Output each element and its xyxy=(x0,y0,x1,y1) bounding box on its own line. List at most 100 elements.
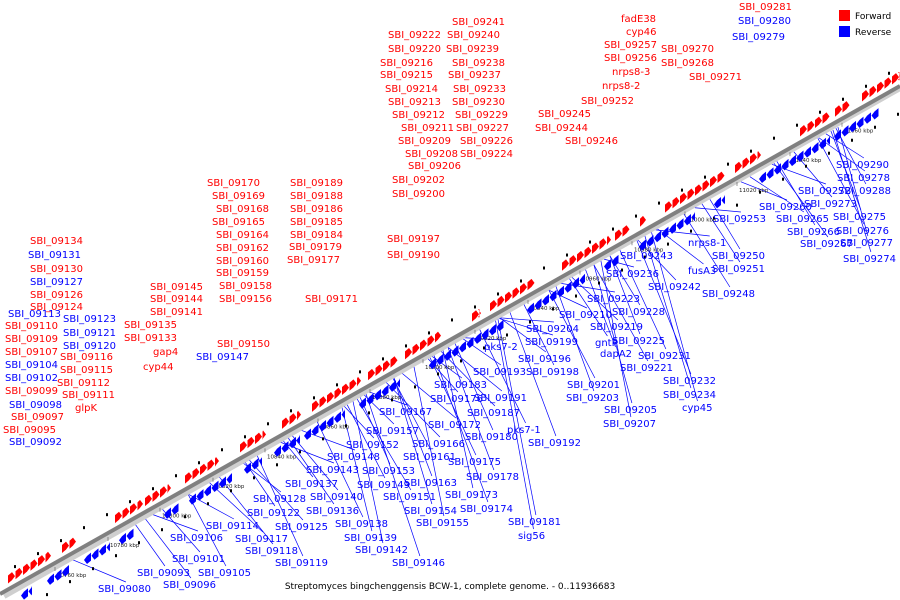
forward-gene-label: SBI_09145 xyxy=(150,282,203,293)
reverse-leader-line xyxy=(609,255,641,335)
forward-gene-arrow xyxy=(115,511,122,524)
reverse-leader-line xyxy=(548,290,596,379)
forward-gene-label: SBI_09165 xyxy=(212,217,265,228)
forward-gene-label: SBI_09227 xyxy=(456,123,509,134)
small-feature-mark xyxy=(345,424,347,428)
forward-gene-arrow xyxy=(862,90,869,102)
forward-gene-label: SBI_09214 xyxy=(385,84,438,95)
reverse-gene-label: SBI_09221 xyxy=(620,363,673,374)
small-feature-mark xyxy=(253,476,255,480)
forward-gene-label: SBI_09116 xyxy=(60,352,113,363)
reverse-gene-label: SBI_09155 xyxy=(416,518,469,529)
reverse-gene-arrow xyxy=(119,532,126,545)
forward-gene-arrow xyxy=(435,331,441,343)
forward-gene-arrow xyxy=(215,456,219,467)
forward-gene-label: SBI_09158 xyxy=(219,281,272,292)
reverse-leader-line xyxy=(71,559,127,583)
forward-gene-label: SBI_09171 xyxy=(305,294,358,305)
forward-gene-arrow xyxy=(255,432,262,445)
reverse-gene-arrow xyxy=(99,544,106,556)
reverse-gene-arrow xyxy=(296,434,300,445)
reverse-gene-arrow xyxy=(759,171,766,184)
reverse-leader-line xyxy=(817,138,865,225)
forward-gene-arrow xyxy=(349,379,357,391)
reverse-gene-arrow xyxy=(841,125,849,137)
forward-gene-label: SBI_09224 xyxy=(460,149,513,160)
reverse-gene-label: SBI_09149 xyxy=(357,480,410,491)
reverse-leader-line xyxy=(694,207,741,213)
forward-gene-label: SBI_09256 xyxy=(604,53,657,64)
scale-tick-label: 10900 kbp xyxy=(425,365,455,371)
small-feature-mark xyxy=(69,580,71,584)
genome-axis xyxy=(0,84,900,596)
reverse-gene-arrow xyxy=(219,476,226,488)
forward-gene-label: SBI_09230 xyxy=(452,97,505,108)
reverse-gene-label: SBI_09140 xyxy=(310,492,363,503)
reverse-gene-label: SBI_09228 xyxy=(612,307,665,318)
reverse-leader-line xyxy=(144,517,192,579)
forward-gene-arrow xyxy=(30,559,38,571)
forward-gene-arrow xyxy=(412,343,420,356)
reverse-leader-line xyxy=(401,372,457,419)
small-feature-mark xyxy=(506,333,508,337)
reverse-leader-line xyxy=(279,441,335,464)
small-feature-mark xyxy=(644,255,646,259)
reverse-gene-arrow xyxy=(834,129,841,141)
reverse-gene-arrow xyxy=(451,345,459,357)
forward-gene-label: SBI_09109 xyxy=(5,334,58,345)
forward-gene-arrow xyxy=(577,250,584,263)
reverse-gene-arrow xyxy=(28,585,32,596)
reverse-leader-line xyxy=(651,232,698,402)
legend-forward-swatch xyxy=(839,10,850,21)
forward-gene-label: SBI_09186 xyxy=(290,204,343,215)
forward-gene-arrow xyxy=(122,507,130,519)
small-feature-mark xyxy=(152,487,154,491)
reverse-gene-arrow xyxy=(721,194,725,205)
reverse-leader-line xyxy=(352,400,384,544)
forward-gene-label: SBI_09244 xyxy=(535,123,588,134)
forward-gene-label: glpK xyxy=(75,403,97,414)
forward-gene-arrow xyxy=(282,417,289,429)
reverse-gene-label: SBI_09163 xyxy=(404,478,457,489)
reverse-gene-label: SBI_09279 xyxy=(732,32,785,43)
reverse-gene-label: SBI_09128 xyxy=(253,494,306,505)
small-feature-mark xyxy=(851,138,853,142)
small-feature-mark xyxy=(865,84,867,88)
forward-gene-label: SBI_09189 xyxy=(290,178,343,189)
forward-gene-arrow xyxy=(192,467,200,480)
gene-features xyxy=(8,71,900,600)
small-feature-mark xyxy=(828,151,830,155)
reverse-gene-arrow xyxy=(334,411,341,423)
reverse-gene-arrow xyxy=(527,302,534,314)
reverse-gene-arrow xyxy=(259,456,262,466)
reverse-leader-line xyxy=(773,162,829,238)
forward-gene-label: SBI_09095 xyxy=(3,425,56,436)
reverse-leader-line xyxy=(571,276,619,321)
reverse-leader-line xyxy=(218,476,274,545)
reverse-leader-line xyxy=(442,349,474,489)
small-feature-mark xyxy=(14,565,16,569)
small-feature-mark xyxy=(658,201,660,205)
reverse-gene-arrow xyxy=(251,458,259,470)
reverse-gene-label: SBI_09273 xyxy=(804,199,857,210)
forward-gene-label: SBI_09200 xyxy=(392,189,445,200)
forward-gene-arrow xyxy=(472,310,479,322)
forward-gene-label: SBI_09130 xyxy=(30,264,83,275)
legend-reverse-label: Reverse xyxy=(855,28,892,38)
reverse-gene-arrow xyxy=(341,409,345,419)
small-feature-mark xyxy=(359,370,361,374)
reverse-leader-line xyxy=(636,240,692,375)
reverse-leader-line xyxy=(644,235,692,389)
reverse-leader-line xyxy=(523,304,555,366)
reverse-gene-arrow xyxy=(766,167,774,179)
forward-gene-arrow xyxy=(185,472,192,484)
reverse-gene-label: SBI_09183 xyxy=(434,380,487,391)
forward-gene-label: SBI_09268 xyxy=(661,58,714,69)
reverse-gene-arrow xyxy=(811,142,819,154)
reverse-gene-label: SBI_09154 xyxy=(404,506,457,517)
reverse-gene-arrow xyxy=(534,298,542,310)
reverse-gene-label: SBI_09143 xyxy=(306,465,359,476)
reverse-gene-label: SBI_09193 xyxy=(473,367,526,378)
reverse-gene-label: SBI_09117 xyxy=(235,534,288,545)
